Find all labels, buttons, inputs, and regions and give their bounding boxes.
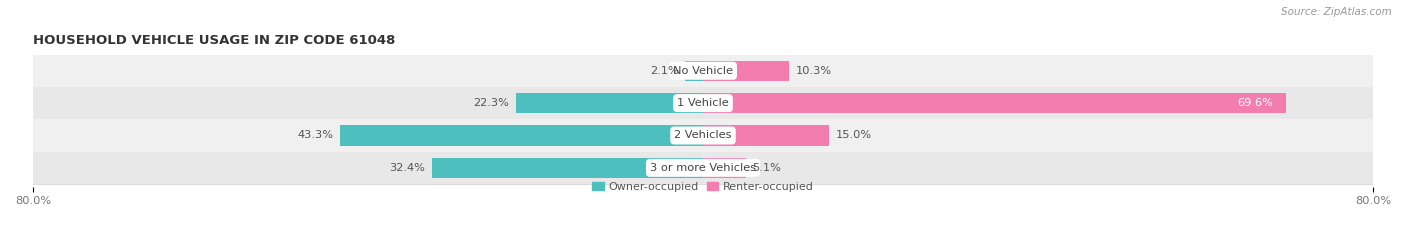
Bar bbox=[432, 158, 703, 178]
Text: 3 or more Vehicles: 3 or more Vehicles bbox=[650, 163, 756, 173]
Text: 32.4%: 32.4% bbox=[389, 163, 425, 173]
Bar bbox=[516, 93, 703, 113]
Bar bbox=[34, 55, 1372, 87]
Text: 2 Vehicles: 2 Vehicles bbox=[675, 130, 731, 140]
Text: 2.1%: 2.1% bbox=[650, 66, 679, 76]
Legend: Owner-occupied, Renter-occupied: Owner-occupied, Renter-occupied bbox=[592, 182, 814, 192]
Text: HOUSEHOLD VEHICLE USAGE IN ZIP CODE 61048: HOUSEHOLD VEHICLE USAGE IN ZIP CODE 6104… bbox=[34, 34, 395, 47]
Bar bbox=[340, 125, 703, 146]
Text: 69.6%: 69.6% bbox=[1237, 98, 1274, 108]
Text: 15.0%: 15.0% bbox=[835, 130, 872, 140]
Text: 43.3%: 43.3% bbox=[298, 130, 333, 140]
Bar bbox=[685, 61, 703, 81]
Bar bbox=[34, 152, 1372, 184]
Text: 22.3%: 22.3% bbox=[474, 98, 509, 108]
Bar bbox=[703, 158, 745, 178]
Text: 5.1%: 5.1% bbox=[752, 163, 782, 173]
Bar bbox=[34, 119, 1372, 152]
Text: 10.3%: 10.3% bbox=[796, 66, 832, 76]
Bar bbox=[703, 125, 828, 146]
Bar bbox=[703, 61, 789, 81]
Text: No Vehicle: No Vehicle bbox=[673, 66, 733, 76]
Text: Source: ZipAtlas.com: Source: ZipAtlas.com bbox=[1281, 7, 1392, 17]
Bar bbox=[34, 87, 1372, 119]
Text: 1 Vehicle: 1 Vehicle bbox=[678, 98, 728, 108]
Bar bbox=[703, 93, 1286, 113]
